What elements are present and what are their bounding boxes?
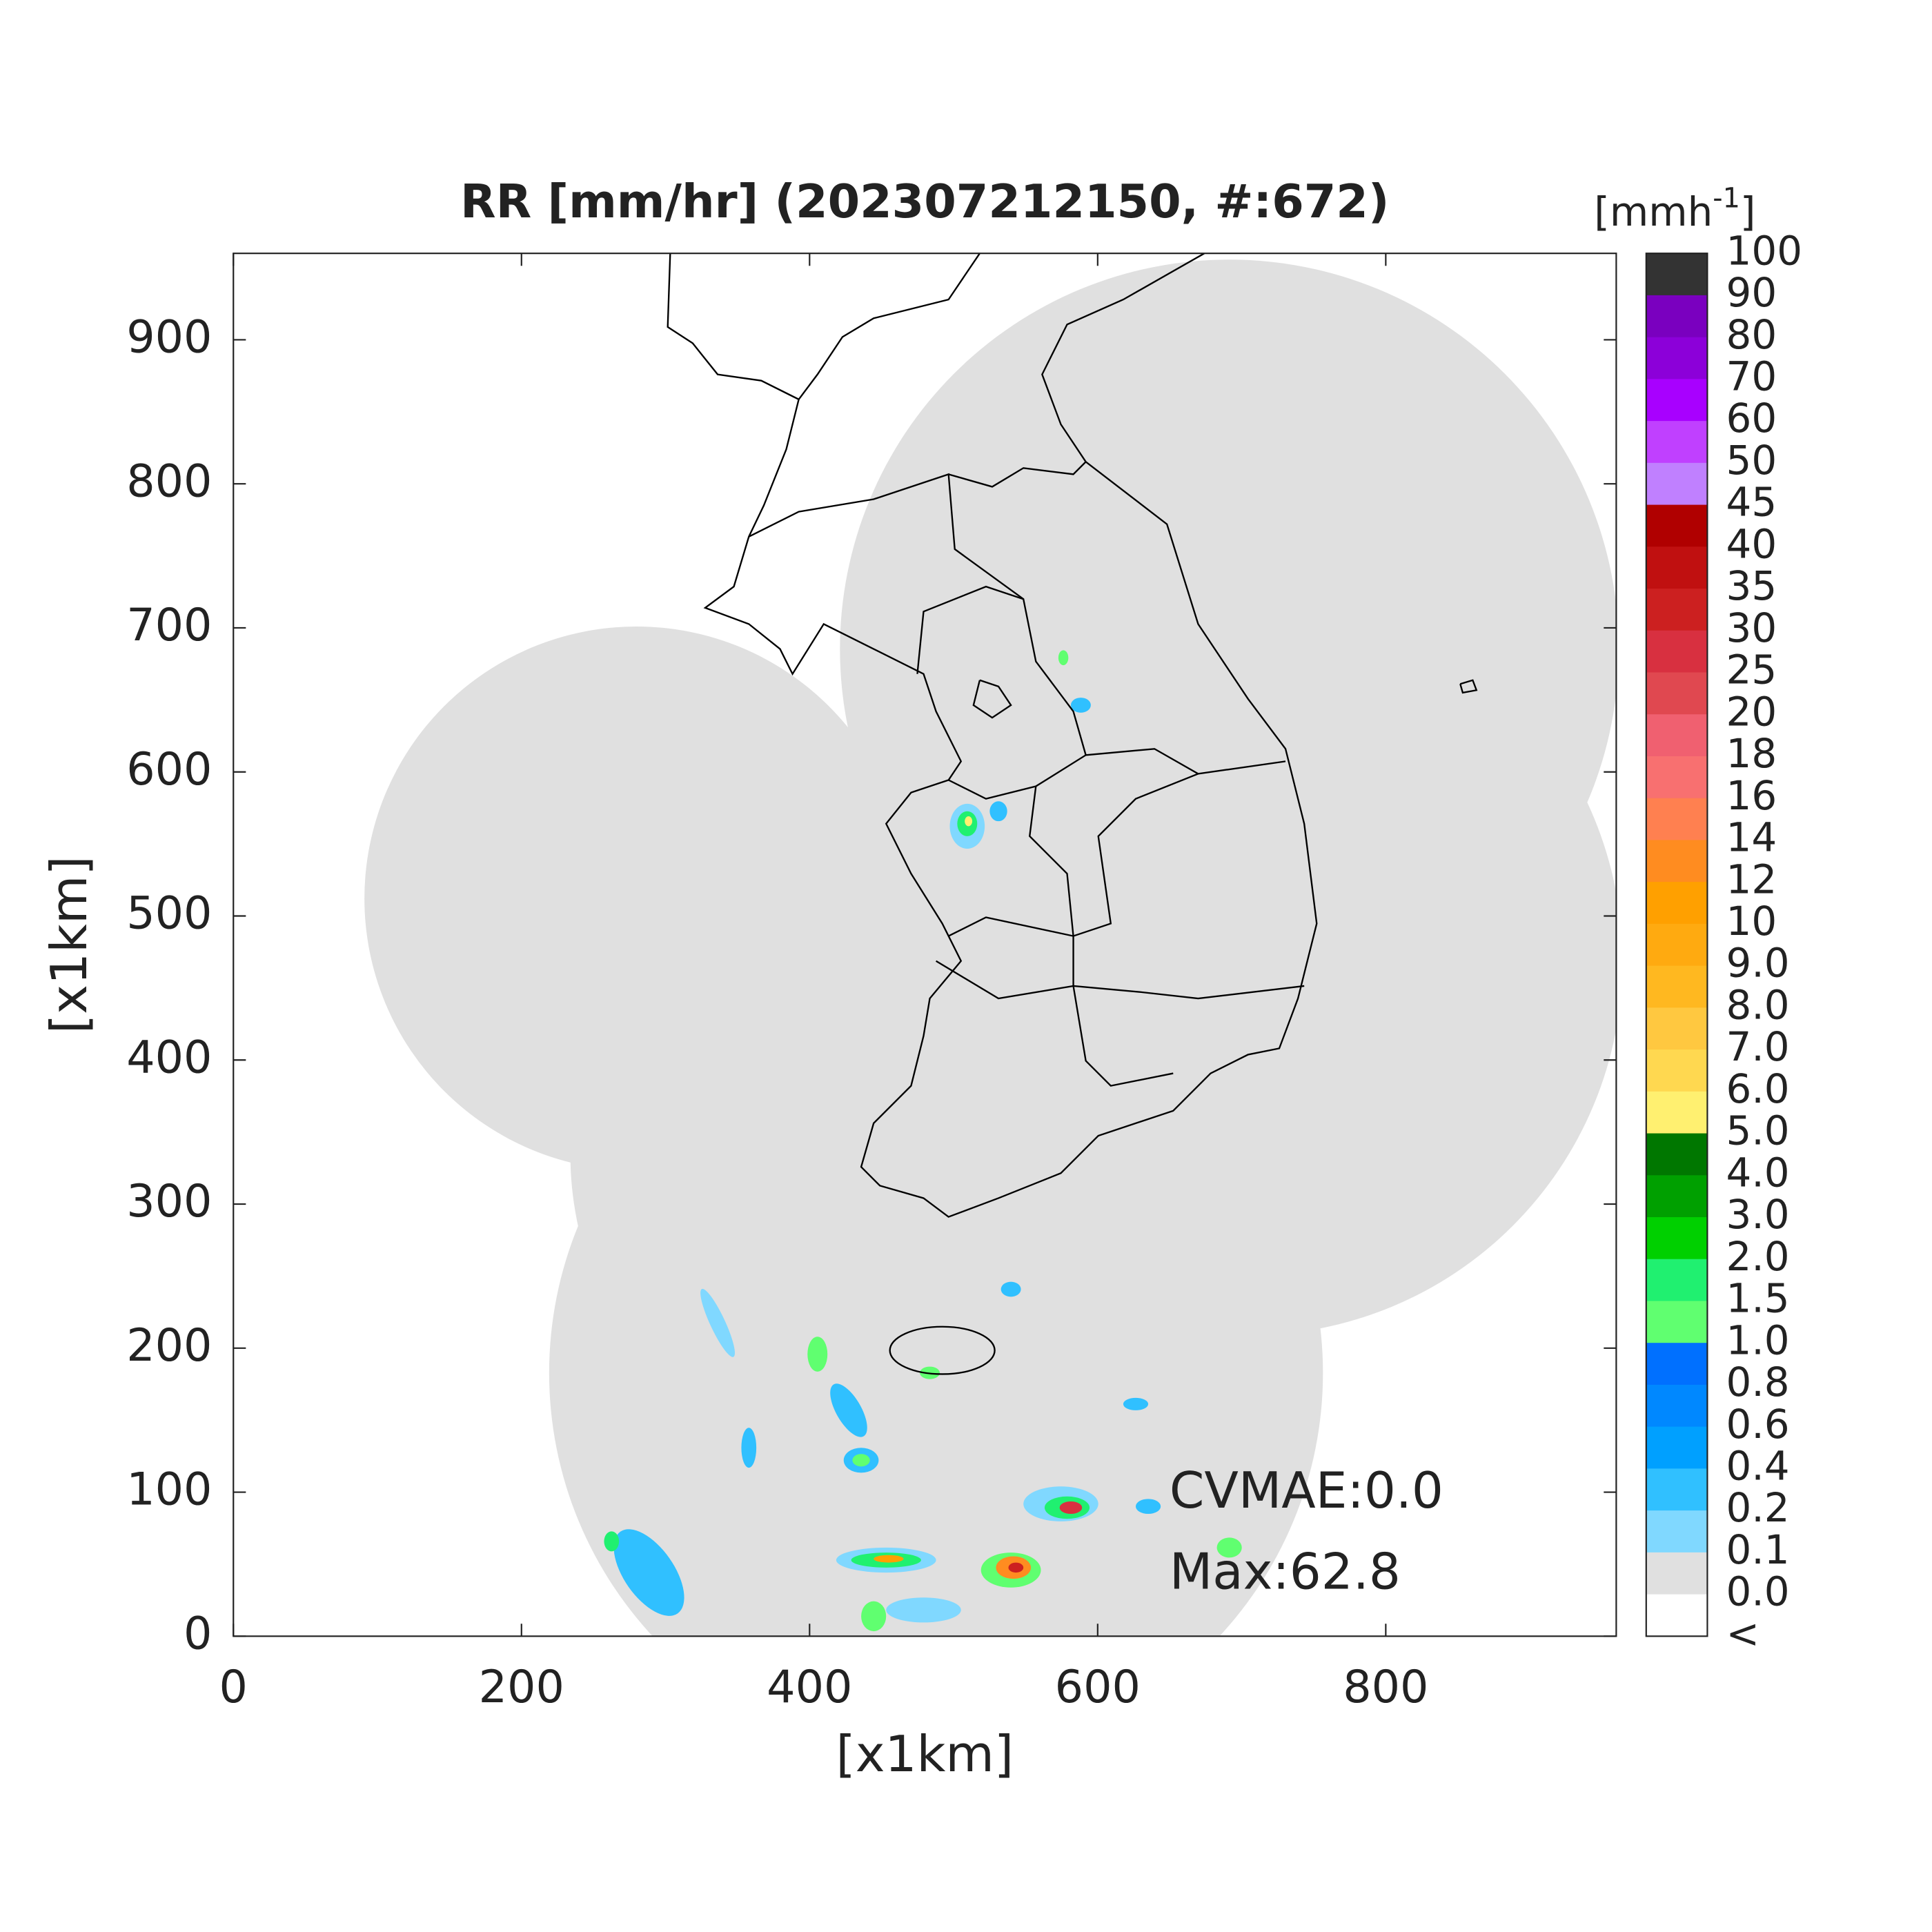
colorbar-box [1646,714,1708,757]
colorbar-label: 0.4 [1726,1443,1790,1490]
y-tick-label: 300 [126,1176,212,1228]
colorbar-box [1646,462,1708,506]
colorbar-box [1646,1217,1708,1260]
x-axis-label: [x1km] [836,1726,1014,1784]
radar-coverage [364,259,1617,1637]
colorbar-unit: [mmh-1] [1594,182,1755,235]
colorbar-box [1646,1259,1708,1302]
colorbar-label: 8.0 [1726,981,1790,1028]
x-tick-label: 600 [1055,1662,1141,1713]
colorbar-label: 0.1 [1726,1526,1790,1573]
y-tick-label: 100 [126,1464,212,1516]
y-tick-label: 800 [126,455,212,507]
x-tick-label: 800 [1343,1662,1428,1713]
colorbar-box [1646,1091,1708,1134]
colorbar-box [1646,1384,1708,1428]
colorbar-label: 25 [1726,647,1777,693]
colorbar-box [1646,1468,1708,1512]
colorbar-label: 70 [1726,353,1777,400]
colorbar-box [1646,379,1708,422]
colorbar-box [1646,295,1708,338]
colorbar-label: 6.0 [1726,1065,1790,1112]
colorbar-box [1646,337,1708,380]
colorbar-label: 16 [1726,772,1777,819]
colorbar-box [1646,1426,1708,1470]
colorbar-box [1646,798,1708,841]
colorbar-box [1646,1510,1708,1553]
colorbar-frame [1645,253,1708,1637]
y-tick-label: 200 [126,1320,212,1372]
colorbar-label: 9.0 [1726,940,1790,987]
colorbar-label: 2.0 [1726,1233,1790,1280]
colorbar-box [1646,1594,1708,1637]
colorbar-label: < [1726,1610,1760,1657]
colorbar-box [1646,421,1708,464]
colorbar-label: 100 [1726,227,1802,274]
chart-title: RR [mm/hr] (202307212150, #:672) [460,175,1389,228]
y-tick-label: 400 [126,1032,212,1083]
colorbar-label: 45 [1726,479,1777,526]
colorbar-label: 18 [1726,730,1777,777]
annotation: Max:62.8 [1170,1544,1401,1601]
colorbar-label: 0.6 [1726,1401,1790,1448]
colorbar-label: 1.0 [1726,1317,1790,1363]
colorbar-box [1646,1175,1708,1218]
colorbar-label: 0.2 [1726,1484,1790,1531]
colorbar-label: 3.0 [1726,1191,1790,1238]
colorbar-label: 10 [1726,898,1777,945]
colorbar-box [1646,840,1708,883]
map-area [364,253,1617,1637]
y-tick-label: 500 [126,888,212,940]
colorbar-box [1646,756,1708,799]
colorbar-box [1646,504,1708,548]
colorbar-label: 20 [1726,688,1777,735]
colorbar-box [1646,630,1708,673]
colorbar-label: 1.5 [1726,1275,1790,1322]
colorbar-label: 4.0 [1726,1149,1790,1196]
colorbar-label: 35 [1726,562,1777,609]
colorbar-box [1646,1133,1708,1176]
colorbar-box [1646,1343,1708,1386]
y-tick-label: 700 [126,600,212,651]
colorbar-label: 50 [1726,437,1777,484]
x-tick-label: 400 [767,1662,852,1713]
colorbar-box [1646,589,1708,631]
unit-close: ] [1740,188,1756,235]
colorbar-box [1646,1049,1708,1092]
colorbar-label: 90 [1726,269,1777,316]
colorbar-label: 0.0 [1726,1568,1790,1615]
y-tick-label: 900 [126,312,212,364]
unit-exponent: -1 [1713,182,1740,214]
colorbar-label: 14 [1726,814,1777,861]
x-tick-label: 200 [479,1662,564,1713]
unit-base: [mmh [1594,188,1713,235]
colorbar-label: 60 [1726,395,1777,442]
y-tick-label: 0 [184,1608,212,1659]
colorbar-box [1646,882,1708,925]
x-tick-label: 0 [219,1662,248,1713]
colorbar-box [1646,923,1708,967]
annotation: CVMAE:0.0 [1170,1462,1443,1520]
plot-frame [233,253,1617,1637]
y-tick-label: 600 [126,744,212,796]
rain-cells [604,650,1242,1632]
colorbar-label: 40 [1726,520,1777,567]
colorbar-box [1646,253,1708,296]
colorbar-label: 30 [1726,604,1777,651]
colorbar-label: 80 [1726,311,1777,358]
colorbar-box [1646,1301,1708,1344]
colorbar-box [1646,1552,1708,1595]
colorbar-box [1646,1007,1708,1050]
coastlines [667,253,1478,1375]
colorbar-box [1646,672,1708,716]
colorbar-label: 12 [1726,856,1777,903]
colorbar-box [1646,965,1708,1009]
colorbar-label: 7.0 [1726,1023,1790,1070]
colorbar-box [1646,546,1708,589]
colorbar-label: 5.0 [1726,1107,1790,1154]
colorbar-label: 0.8 [1726,1359,1790,1406]
y-axis-label: [x1km] [41,856,99,1034]
